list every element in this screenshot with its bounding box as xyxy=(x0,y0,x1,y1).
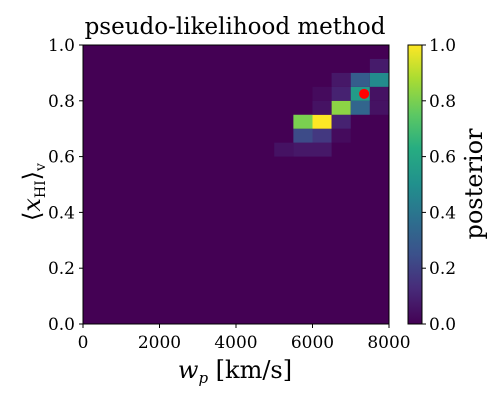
heatmap-cell xyxy=(331,86,351,101)
heatmap-cell xyxy=(312,86,332,101)
colorbar-ticks: 0.0 0.2 0.4 0.6 0.8 1.0 xyxy=(422,36,456,335)
heatmap-cell xyxy=(350,72,370,87)
y-tick-label: 0.0 xyxy=(48,315,75,335)
heatmap-cells xyxy=(274,58,389,157)
y-tick-label: 0.4 xyxy=(48,203,75,223)
colorbar-tick-label: 0.4 xyxy=(429,203,456,223)
x-tick-label: 6000 xyxy=(291,333,334,353)
x-axis-ticks: 0 2000 4000 6000 8000 xyxy=(78,324,411,353)
heatmap-cell xyxy=(331,114,351,129)
heatmap-cell xyxy=(369,100,389,115)
colorbar xyxy=(407,44,423,325)
heatmap-cell xyxy=(331,72,351,87)
y-tick-label: 1.0 xyxy=(48,36,75,56)
chart-title: pseudo-likelihood method xyxy=(85,14,386,40)
colorbar-tick-label: 0.0 xyxy=(429,315,456,335)
heatmap-cell xyxy=(312,128,332,143)
heatmap-cell xyxy=(350,100,370,115)
true-value-marker xyxy=(359,88,370,99)
heatmap-cell xyxy=(293,128,313,143)
y-axis-label: ⟨xHI⟩v xyxy=(18,163,49,221)
heatmap-cell xyxy=(274,142,294,157)
x-tick-label: 4000 xyxy=(214,333,257,353)
heatmap-cell xyxy=(312,114,332,129)
x-axis-label: wp [km/s] xyxy=(178,356,292,387)
heatmap-cell xyxy=(312,100,332,115)
y-tick-label: 0.6 xyxy=(48,148,75,168)
colorbar-tick-label: 0.8 xyxy=(429,92,456,112)
colorbar-tick-label: 0.2 xyxy=(429,259,456,279)
x-tick-label: 8000 xyxy=(367,333,410,353)
heatmap-cell xyxy=(293,142,313,157)
heatmap-cell xyxy=(331,100,351,115)
heatmap-cell xyxy=(312,142,332,157)
heatmap-cell xyxy=(369,72,389,87)
y-tick-label: 0.2 xyxy=(48,259,75,279)
y-axis-ticks: 0.0 0.2 0.4 0.6 0.8 1.0 xyxy=(48,36,83,335)
heatmap-cell xyxy=(369,58,389,73)
x-tick-label: 2000 xyxy=(138,333,181,353)
heatmap-cell xyxy=(293,114,313,129)
heatmap-cell xyxy=(331,128,351,143)
x-tick-label: 0 xyxy=(78,333,89,353)
colorbar-label: posterior xyxy=(460,128,488,240)
y-tick-label: 0.8 xyxy=(48,92,75,112)
heatmap-cell xyxy=(369,86,389,101)
colorbar-tick-label: 0.6 xyxy=(429,148,456,168)
colorbar-tick-label: 1.0 xyxy=(429,36,456,56)
